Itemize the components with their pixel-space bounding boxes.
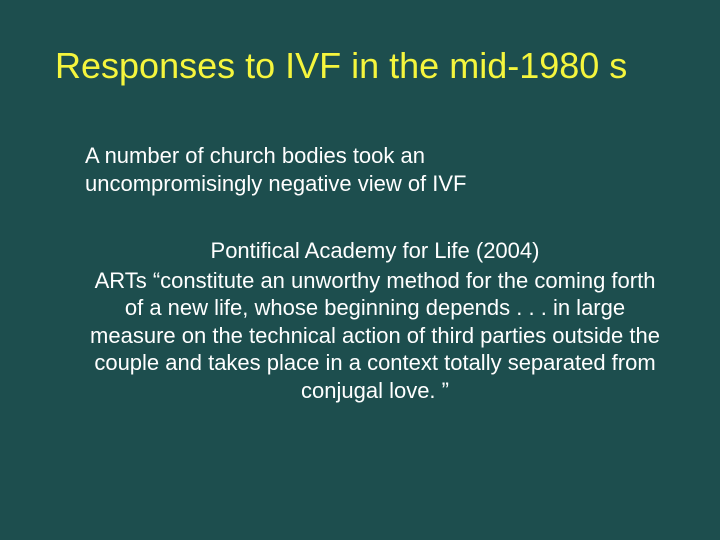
intro-paragraph: A number of church bodies took an uncomp… bbox=[85, 142, 585, 197]
source-line: Pontifical Academy for Life (2004) bbox=[85, 237, 665, 265]
quote-paragraph: ARTs “constitute an unworthy method for … bbox=[85, 267, 665, 405]
slide-title: Responses to IVF in the mid-1980 s bbox=[55, 45, 665, 87]
slide: Responses to IVF in the mid-1980 s A num… bbox=[0, 0, 720, 540]
